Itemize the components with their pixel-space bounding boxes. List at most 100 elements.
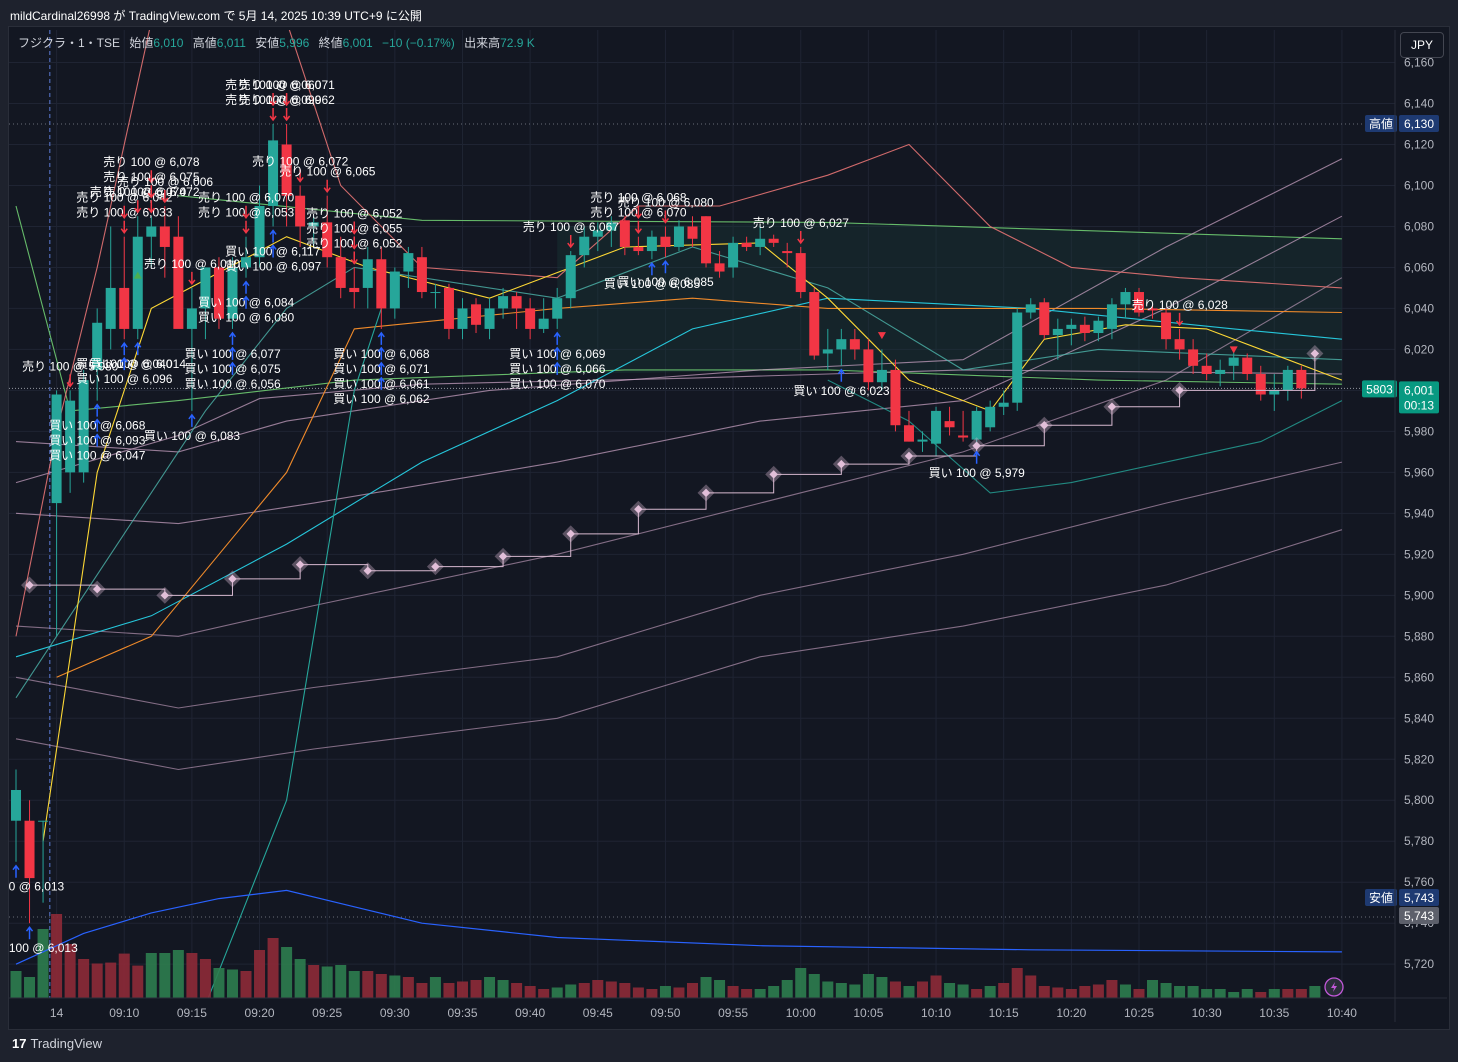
- candle-body: [227, 267, 238, 319]
- candle-body: [308, 222, 319, 227]
- step-marker-diamond: [634, 505, 643, 514]
- volume-bar: [484, 977, 496, 998]
- volume-bar: [1268, 989, 1280, 998]
- sell-arrow: [120, 220, 128, 234]
- volume-bar: [903, 986, 915, 998]
- buy-arrow: [377, 331, 385, 345]
- volume-bar: [835, 983, 847, 998]
- currency-button[interactable]: JPY: [1400, 32, 1444, 58]
- candle-body: [660, 236, 671, 247]
- candle-body: [1215, 369, 1226, 375]
- candle-body: [51, 394, 62, 504]
- volume-bar: [930, 975, 942, 998]
- x-axis-label: 09:30: [380, 1006, 410, 1020]
- y-axis-label: 6,140: [1404, 97, 1434, 111]
- volume-bar: [389, 975, 401, 998]
- volume-bar: [416, 983, 428, 998]
- high-value: 6,011: [216, 36, 246, 50]
- volume-bar: [1147, 980, 1159, 998]
- high-badge-value-bg: [1399, 115, 1439, 132]
- tradingview-logo: 17: [12, 1036, 27, 1051]
- sell-label: 売り 100 @ 6,028: [1132, 297, 1229, 312]
- buy-arrow: [553, 346, 561, 360]
- lightning-icon[interactable]: [1324, 977, 1344, 997]
- step-marker-diamond: [363, 566, 373, 575]
- volume-bar: [808, 974, 820, 998]
- sell-arrow: [269, 108, 277, 122]
- x-axis-label: 10:35: [1259, 1006, 1289, 1020]
- y-axis-label: 5,720: [1404, 957, 1434, 971]
- buy-arrow: [553, 361, 561, 375]
- volume-bar: [1201, 989, 1213, 998]
- candle-body: [619, 220, 630, 247]
- sell-label: 売り 100 @ 6,074: [90, 184, 187, 199]
- y-axis-label: 6,080: [1404, 219, 1434, 233]
- volume-bar: [944, 983, 956, 998]
- cloud-fill: [557, 222, 1342, 385]
- candle-body: [958, 435, 969, 438]
- buy-arrow: [25, 925, 34, 940]
- candle-body: [1201, 365, 1212, 375]
- candle-body: [1147, 308, 1158, 311]
- volume-bar: [1065, 989, 1077, 998]
- sell-arrow: [242, 205, 250, 219]
- volume-bar: [646, 989, 658, 998]
- x-axis-label: 14: [50, 1006, 64, 1020]
- x-axis-label: 09:20: [245, 1006, 275, 1020]
- step-marker-diamond: [904, 451, 914, 461]
- step-marker-diamond: [498, 552, 508, 561]
- candle-body: [92, 322, 103, 370]
- volume-bar: [1038, 986, 1050, 998]
- sell-label: 売り 100 @ 6,065: [279, 164, 376, 179]
- low-close-badge: 5,743: [1404, 909, 1434, 923]
- volume-bar: [551, 987, 563, 998]
- indicator-line: [15, 529, 1343, 771]
- candle-body: [430, 292, 441, 294]
- volume-bar: [876, 977, 888, 998]
- sell-arrow: [283, 93, 291, 107]
- buy-label: 買い 100 @ 6,062: [333, 392, 430, 406]
- step-marker-diamond: [1040, 420, 1049, 430]
- candle-body: [389, 271, 400, 309]
- y-axis-label: 5,840: [1404, 711, 1434, 725]
- y-axis-label: 5,800: [1404, 793, 1434, 807]
- candle-body: [741, 242, 752, 247]
- candle-body: [1228, 357, 1239, 366]
- sell-arrow: [147, 200, 155, 214]
- buy-label: 買い 100 @ 6,083: [144, 429, 241, 443]
- x-axis-label: 09:45: [583, 1006, 613, 1020]
- buy-arrow: [12, 864, 20, 878]
- buy-arrow: [228, 346, 237, 360]
- change-value: −10 (−0.17%): [382, 36, 455, 50]
- candle-body: [782, 251, 793, 254]
- candle-body: [1052, 328, 1063, 336]
- candle-body: [1066, 324, 1077, 329]
- sell-label: 売り 100 @ 5,980: [22, 358, 119, 373]
- step-marker-diamond: [1107, 402, 1117, 412]
- step-line: [1179, 353, 1316, 391]
- buy-label: 買い 100 @ 6,013: [0, 880, 65, 894]
- open-label: 始値: [129, 36, 154, 50]
- volume-bar: [348, 971, 360, 998]
- volume-label: 出来高: [464, 36, 501, 50]
- candle-body: [1133, 292, 1144, 313]
- volume-bar: [862, 974, 874, 998]
- volume-bar: [768, 986, 780, 998]
- symbol-legend: フジクラ・1・TSE 始値6,010 高値6,011 安値5,996 終値6,0…: [18, 34, 535, 51]
- sell-arrow: [242, 220, 250, 234]
- step-line: [164, 578, 233, 596]
- volume-bar: [1309, 986, 1321, 998]
- candle-body: [849, 339, 860, 350]
- step-marker-diamond: [431, 562, 440, 571]
- buy-arrow: [188, 413, 196, 427]
- sell-arrow: [1175, 312, 1184, 327]
- volume-bar: [957, 984, 969, 998]
- step-line: [1044, 406, 1113, 426]
- candle-body: [1012, 312, 1023, 403]
- step-line: [503, 533, 572, 557]
- candle-body: [998, 402, 1009, 407]
- candle-body: [1025, 304, 1036, 313]
- volume-bar: [1011, 968, 1023, 998]
- candle-body: [917, 439, 928, 442]
